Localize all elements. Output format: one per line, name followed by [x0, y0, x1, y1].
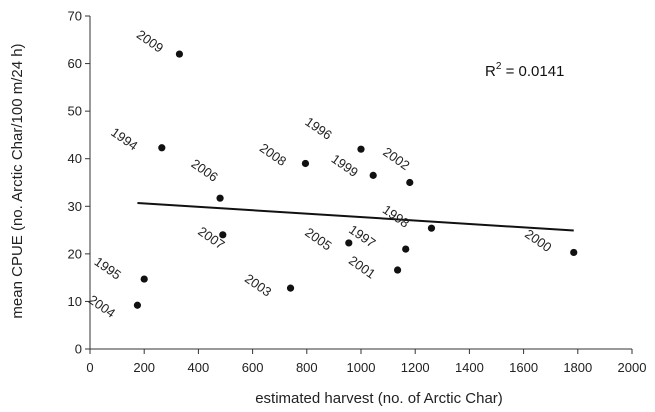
- x-tick-label: 0: [86, 360, 93, 375]
- data-point: [345, 239, 353, 247]
- trendline: [137, 201, 574, 232]
- x-tick-label: 400: [188, 360, 210, 375]
- x-tick-label: 1800: [563, 360, 592, 375]
- data-point: [570, 248, 578, 257]
- data-point-label: 2000: [522, 226, 554, 255]
- y-tick-label: 50: [68, 104, 82, 119]
- data-point: [393, 266, 402, 274]
- x-axis-title: estimated harvest (no. of Arctic Char): [255, 390, 503, 407]
- x-tick-label: 600: [242, 360, 264, 375]
- data-point: [216, 194, 224, 202]
- y-tick-label: 60: [68, 56, 82, 71]
- data-point-label: 2007: [195, 224, 227, 253]
- data-point-label: 1995: [92, 254, 124, 283]
- r-squared-superscript: 2: [496, 61, 502, 72]
- data-point-label: 1998: [380, 202, 412, 231]
- data-point: [140, 275, 148, 283]
- data-point-label: 1996: [302, 114, 334, 143]
- data-point-label: 1999: [329, 151, 361, 180]
- x-tick-label: 2000: [618, 360, 647, 375]
- y-tick-label: 10: [68, 294, 82, 309]
- data-point-label: 2001: [346, 253, 378, 282]
- data-points: [133, 50, 578, 309]
- data-point: [402, 245, 410, 253]
- y-tick-label: 30: [68, 199, 82, 214]
- data-point: [175, 50, 184, 58]
- x-axis-ticks: 0 200 400 600 800 1000 1200 1400 1600 1800 2000: [86, 349, 646, 375]
- data-point: [158, 144, 166, 152]
- data-point: [301, 159, 310, 168]
- data-point-label: 1994: [108, 124, 140, 153]
- data-point-label: 2003: [242, 271, 274, 300]
- data-point-label: 2005: [302, 225, 334, 254]
- data-point: [369, 171, 377, 179]
- y-tick-label: 70: [68, 9, 82, 24]
- x-tick-label: 800: [296, 360, 318, 375]
- x-tick-label: 200: [133, 360, 155, 375]
- data-point-label: 2004: [86, 292, 118, 321]
- data-point-label: 2006: [189, 156, 221, 185]
- data-point: [406, 178, 414, 187]
- y-axis-ticks: 0 10 20 30 40 50 60 70: [68, 9, 90, 357]
- data-point-label: 1997: [346, 222, 378, 251]
- data-point-label: 2009: [134, 27, 166, 56]
- r-squared-annotation: R2 = 0.0141: [485, 61, 564, 80]
- data-point: [133, 301, 142, 309]
- x-tick-label: 1600: [509, 360, 538, 375]
- data-point: [357, 145, 365, 153]
- data-point-label: 2002: [380, 144, 412, 173]
- r-squared-value: = 0.0141: [501, 63, 564, 80]
- data-point-label: 2008: [257, 140, 289, 169]
- data-point: [427, 224, 436, 232]
- x-tick-label: 1200: [401, 360, 430, 375]
- r-squared-base: R: [485, 63, 496, 80]
- x-tick-label: 1400: [455, 360, 484, 375]
- data-point: [219, 231, 227, 239]
- data-point: [286, 284, 295, 292]
- y-tick-label: 40: [68, 151, 82, 166]
- y-axis-title: mean CPUE (no. Arctic Char/100 m/24 h): [9, 43, 26, 318]
- y-tick-label: 20: [68, 246, 82, 261]
- x-tick-label: 1000: [347, 360, 376, 375]
- y-tick-label: 0: [75, 342, 82, 357]
